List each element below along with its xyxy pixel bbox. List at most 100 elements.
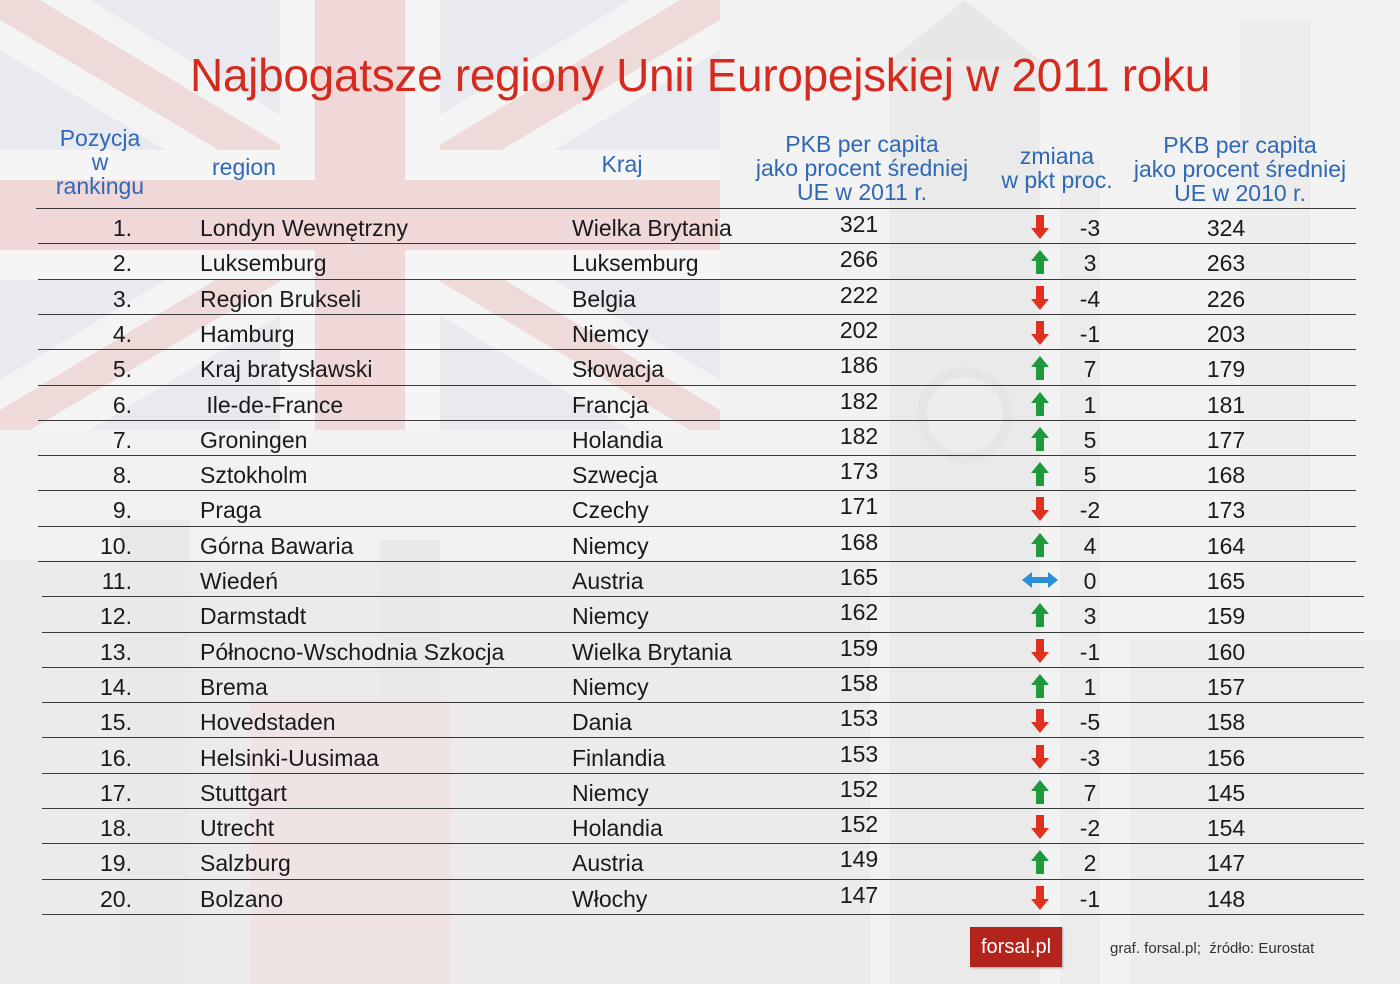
rank-cell: 1. xyxy=(112,215,132,241)
region-cell: Górna Bawaria xyxy=(200,532,354,559)
arrow-up-icon xyxy=(1031,779,1049,804)
country-cell: Holandia xyxy=(572,815,663,842)
pkb-2010-cell: 168 xyxy=(1206,462,1246,489)
change-cell: -5 xyxy=(1079,709,1101,736)
region-cell: Brema xyxy=(200,673,268,700)
country-cell: Niemcy xyxy=(572,673,649,700)
table-rule xyxy=(38,455,1356,456)
table-row: 5. Kraj bratysławski Słowacja 186 7 179 xyxy=(0,351,1400,387)
region-cell: Utrecht xyxy=(200,815,275,842)
change-cell: 3 xyxy=(1083,603,1097,630)
rank-cell: 20. xyxy=(100,885,132,912)
pkb-2010-cell: 148 xyxy=(1206,885,1246,912)
country-cell: Włochy xyxy=(572,885,648,912)
change-cell: 0 xyxy=(1083,568,1097,594)
arrow-up-icon xyxy=(1031,462,1049,487)
pkb-2010-cell: 145 xyxy=(1206,779,1246,806)
change-cell: 7 xyxy=(1083,779,1097,806)
pkb-2011-cell: 321 xyxy=(839,211,879,237)
pkb-2011-cell: 149 xyxy=(839,846,879,873)
rank-cell: 10. xyxy=(100,532,132,559)
rank-cell: 6. xyxy=(112,391,132,418)
pkb-2010-cell: 154 xyxy=(1206,815,1246,842)
pkb-2011-cell: 182 xyxy=(839,387,879,414)
rank-cell: 3. xyxy=(112,285,132,312)
rank-cell: 8. xyxy=(112,462,132,489)
table-row: 20. Bolzano Włochy 147 -1 148 xyxy=(0,881,1400,917)
region-cell: Hovedstaden xyxy=(200,709,336,736)
table-rule xyxy=(38,526,1356,527)
header-pozycja-line: w xyxy=(91,149,109,175)
rank-cell: 5. xyxy=(112,356,132,383)
region-cell: Londyn Wewnętrzny xyxy=(200,215,408,241)
header-region: region xyxy=(212,154,276,180)
pkb-2011-cell: 159 xyxy=(839,634,879,661)
pkb-2010-cell: 263 xyxy=(1206,250,1246,277)
table-rule xyxy=(42,667,1364,668)
region-cell: Północno-Wschodnia Szkocja xyxy=(200,638,505,665)
table-rule xyxy=(38,243,1356,244)
header-pkb-2010-line: jako procent średniej xyxy=(1133,156,1347,182)
pkb-2011-cell: 171 xyxy=(839,493,879,520)
region-cell: Groningen xyxy=(200,426,308,453)
change-cell: -3 xyxy=(1079,744,1101,771)
country-cell: Holandia xyxy=(572,426,663,453)
table-rule xyxy=(38,561,1356,562)
pkb-2010-cell: 203 xyxy=(1206,320,1246,347)
pkb-2011-cell: 147 xyxy=(839,881,879,908)
table-row: 17. Stuttgart Niemcy 152 7 145 xyxy=(0,775,1400,811)
table-rule xyxy=(42,879,1364,880)
table-rule xyxy=(36,208,1356,209)
header-pozycja-line: rankingu xyxy=(55,173,145,199)
table-rule xyxy=(42,808,1364,809)
table-rule xyxy=(38,349,1356,350)
pkb-2010-cell: 159 xyxy=(1206,603,1246,630)
pkb-2011-cell: 153 xyxy=(839,740,879,767)
region-cell: Sztokholm xyxy=(200,462,308,489)
change-cell: 5 xyxy=(1083,426,1097,453)
arrow-up-icon xyxy=(1031,426,1049,451)
country-cell: Słowacja xyxy=(572,356,665,383)
table-rule xyxy=(38,314,1356,315)
rank-cell: 19. xyxy=(100,850,132,877)
arrow-down-icon xyxy=(1031,885,1049,910)
table-rule xyxy=(42,843,1364,844)
pkb-2011-cell: 158 xyxy=(839,669,879,696)
table-row: 4. Hamburg Niemcy 202 -1 203 xyxy=(0,316,1400,352)
arrow-up-icon xyxy=(1031,673,1049,698)
region-cell: Salzburg xyxy=(200,850,291,877)
table-row: 13. Północno-Wschodnia Szkocja Wielka Bryt… xyxy=(0,634,1400,670)
pkb-2011-cell: 153 xyxy=(839,705,879,732)
region-cell: Region Brukseli xyxy=(200,285,362,312)
region-cell: Helsinki-Uusimaa xyxy=(200,744,379,771)
table-rule xyxy=(42,737,1364,738)
arrow-down-icon xyxy=(1031,497,1049,522)
pkb-2011-cell: 165 xyxy=(839,564,879,590)
table-row: 1. Londyn Wewnętrzny Wielka Brytania 321 -3 3… xyxy=(0,210,1400,246)
rank-cell: 18. xyxy=(100,815,132,842)
table-rule xyxy=(42,702,1364,703)
change-cell: -2 xyxy=(1079,497,1101,524)
region-cell: Bolzano xyxy=(200,885,284,912)
arrow-down-icon xyxy=(1031,744,1049,769)
pkb-2010-cell: 164 xyxy=(1206,532,1246,559)
region-cell: Praga xyxy=(200,497,262,524)
header-zmiana-line: zmiana xyxy=(1019,143,1095,169)
arrow-up-icon xyxy=(1031,391,1049,416)
rank-cell: 2. xyxy=(112,250,132,277)
header-kraj: Kraj xyxy=(601,151,643,177)
pkb-2011-cell: 152 xyxy=(839,775,879,802)
pkb-2011-cell: 162 xyxy=(839,599,879,626)
table-row: 7. Groningen Holandia 182 5 177 xyxy=(0,422,1400,458)
pkb-2010-cell: 226 xyxy=(1206,285,1246,312)
arrow-down-icon xyxy=(1031,815,1049,840)
header-pkb-2011: PKB per capita jako procent średniej UE … xyxy=(742,132,982,204)
table-rule xyxy=(38,490,1356,491)
header-pozycja: Pozycja w rankingu xyxy=(40,126,160,198)
rank-cell: 16. xyxy=(100,744,132,771)
region-cell: Ile-de-France xyxy=(200,391,344,418)
region-cell: Kraj bratysławski xyxy=(200,356,373,383)
header-pkb-2011-line: jako procent średniej xyxy=(755,155,969,181)
